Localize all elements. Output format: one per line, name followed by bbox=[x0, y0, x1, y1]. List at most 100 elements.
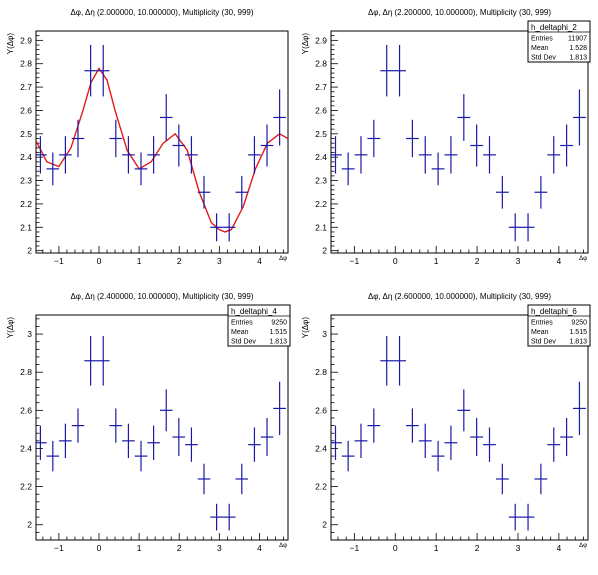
chart-2-x-tick-label-1: 0 bbox=[393, 256, 398, 266]
chart-3-x-tick-label-2: 1 bbox=[137, 543, 142, 553]
chart-1-data-point-10 bbox=[159, 94, 173, 141]
chart-2-data-point-1 bbox=[341, 152, 355, 186]
chart-3-data-point-12 bbox=[185, 427, 198, 462]
chart-3-y-tick-label-2: 2.4 bbox=[20, 443, 32, 453]
chart-2-title: Δφ, Δη (2.200000, 10.000000), Multiplici… bbox=[368, 8, 551, 17]
chart-3-data-point-5 bbox=[96, 335, 110, 386]
chart-3-plot-frame bbox=[35, 314, 289, 541]
chart-4-data-point-8 bbox=[431, 440, 445, 472]
chart-4-data-point-3 bbox=[367, 408, 381, 443]
chart-2-y-tick-label-9: 2.9 bbox=[315, 35, 327, 45]
chart-2-stats-value-0: 11907 bbox=[568, 36, 587, 43]
chart-4-x-tick-label-3: 2 bbox=[475, 543, 480, 553]
chart-1-data-point-13 bbox=[197, 175, 211, 209]
chart-3-y-axis-label: Y(Δφ) bbox=[6, 317, 15, 339]
chart-3-data-point-4 bbox=[84, 335, 97, 386]
chart-1-data-point-7 bbox=[122, 136, 135, 174]
chart-2-data-point-16 bbox=[534, 175, 548, 209]
chart-4-data-point-1 bbox=[341, 440, 355, 472]
chart-2-data-point-19 bbox=[573, 89, 586, 146]
chart-4-y-tick-label-2: 2.4 bbox=[315, 443, 327, 453]
chart-2-data-point-3 bbox=[367, 119, 381, 158]
chart-2-data-point-17 bbox=[547, 136, 561, 174]
chart-4-data-point-0 bbox=[331, 425, 342, 460]
chart-4-y-axis-label: Y(Δφ) bbox=[301, 317, 310, 339]
chart-3-data-layer bbox=[36, 335, 286, 531]
chart-2-data-point-13 bbox=[495, 175, 509, 209]
chart-3-stats-label-1: Mean bbox=[231, 329, 249, 336]
chart-panel-1: Δφ, Δη (2.000000, 10.000000), Multiplici… bbox=[6, 8, 289, 266]
chart-1-y-tick-label-1: 2.1 bbox=[20, 222, 32, 232]
chart-1-y-tick-label-5: 2.5 bbox=[20, 129, 32, 139]
chart-2-data-point-14 bbox=[508, 213, 522, 242]
chart-1-data-layer bbox=[36, 45, 288, 242]
chart-2-plot-frame bbox=[330, 30, 589, 254]
chart-4-y-tick-label-5: 3 bbox=[322, 329, 327, 339]
chart-4-x-tick-label-5: 4 bbox=[557, 543, 562, 553]
chart-2-y-tick-label-6: 2.6 bbox=[315, 105, 327, 115]
chart-1-y-tick-label-4: 2.4 bbox=[20, 152, 32, 162]
chart-2-stats-frame bbox=[527, 20, 591, 63]
chart-2-stats-name: h_deltaphi_2 bbox=[531, 23, 577, 32]
chart-4-stats-label-1: Mean bbox=[531, 329, 549, 336]
chart-2-data-point-4 bbox=[380, 45, 394, 97]
chart-1-data-point-8 bbox=[134, 152, 148, 186]
chart-2-data-point-11 bbox=[470, 124, 484, 167]
chart-3-stats-name: h_deltaphi_4 bbox=[231, 307, 277, 316]
chart-2-stats-label-0: Entries bbox=[531, 36, 553, 43]
chart-1-y-tick-label-9: 2.9 bbox=[20, 35, 32, 45]
chart-2-data-point-18 bbox=[560, 124, 574, 167]
chart-2-stats-value-1: 1.528 bbox=[569, 45, 587, 52]
chart-1-x-tick-label-4: 3 bbox=[217, 256, 222, 266]
chart-3-data-point-17 bbox=[248, 427, 261, 462]
chart-2-data-point-15 bbox=[521, 213, 535, 242]
chart-3-data-point-19 bbox=[273, 381, 286, 436]
chart-4-x-tick-label-4: 3 bbox=[516, 543, 521, 553]
chart-3-x-tick-label-1: 0 bbox=[97, 543, 102, 553]
chart-3-x-tick-label-5: 4 bbox=[257, 543, 262, 553]
chart-2-data-point-8 bbox=[431, 152, 445, 186]
chart-4-data-point-5 bbox=[393, 335, 406, 386]
chart-1-y-axis-label: Y(Δφ) bbox=[6, 33, 15, 55]
chart-3-x-tick-label-4: 3 bbox=[217, 543, 222, 553]
chart-3-stats-value-1: 1.515 bbox=[269, 329, 287, 336]
chart-4-data-point-10 bbox=[457, 389, 471, 432]
chart-1-data-point-18 bbox=[260, 124, 274, 167]
chart-1-data-point-17 bbox=[248, 136, 261, 174]
chart-2-data-point-6 bbox=[405, 119, 419, 158]
chart-3-stats-label-2: Std Dev bbox=[231, 339, 256, 346]
chart-4-stats-frame bbox=[527, 304, 591, 347]
chart-2-data-point-10 bbox=[457, 94, 471, 141]
chart-1-data-point-4 bbox=[84, 45, 97, 97]
chart-1-data-point-11 bbox=[172, 124, 186, 167]
chart-4-data-point-7 bbox=[418, 423, 432, 459]
chart-3-x-tick-label-3: 2 bbox=[177, 543, 182, 553]
chart-1-title: Δφ, Δη (2.000000, 10.000000), Multiplici… bbox=[70, 8, 253, 17]
chart-4-x-tick-label-1: 0 bbox=[393, 543, 398, 553]
chart-panel-2: Δφ, Δη (2.200000, 10.000000), Multiplici… bbox=[301, 8, 591, 266]
chart-4-data-point-13 bbox=[495, 463, 509, 495]
chart-1-fit-curve bbox=[36, 67, 288, 233]
chart-2-data-point-7 bbox=[418, 136, 432, 174]
chart-3-data-point-3 bbox=[71, 408, 85, 443]
chart-2-x-tick-label-5: 4 bbox=[557, 256, 562, 266]
chart-2-y-tick-label-3: 2.3 bbox=[315, 176, 327, 186]
chart-1-data-point-12 bbox=[185, 136, 198, 174]
chart-3-data-point-9 bbox=[147, 425, 160, 460]
chart-2-data-point-0 bbox=[331, 136, 342, 174]
chart-1-data-point-5 bbox=[96, 45, 110, 97]
chart-4-stats-value-1: 1.515 bbox=[569, 329, 587, 336]
chart-4-data-point-16 bbox=[534, 463, 548, 495]
chart-3-data-point-10 bbox=[159, 389, 173, 432]
chart-2-data-layer bbox=[331, 45, 586, 242]
chart-2-y-axis-label: Y(Δφ) bbox=[301, 33, 310, 55]
chart-1-x-axis-label: Δφ bbox=[279, 256, 287, 262]
chart-panel-3: Δφ, Δη (2.400000, 10.000000), Multiplici… bbox=[6, 292, 291, 553]
chart-4-data-point-4 bbox=[380, 335, 394, 386]
chart-1-x-tick-label-2: 1 bbox=[137, 256, 142, 266]
chart-4-data-point-17 bbox=[547, 427, 561, 462]
chart-1-data-point-15 bbox=[222, 213, 236, 242]
chart-2-x-tick-label-2: 1 bbox=[434, 256, 439, 266]
chart-2-x-tick-label-4: 3 bbox=[516, 256, 521, 266]
chart-3-x-tick-label-0: −1 bbox=[54, 543, 64, 553]
